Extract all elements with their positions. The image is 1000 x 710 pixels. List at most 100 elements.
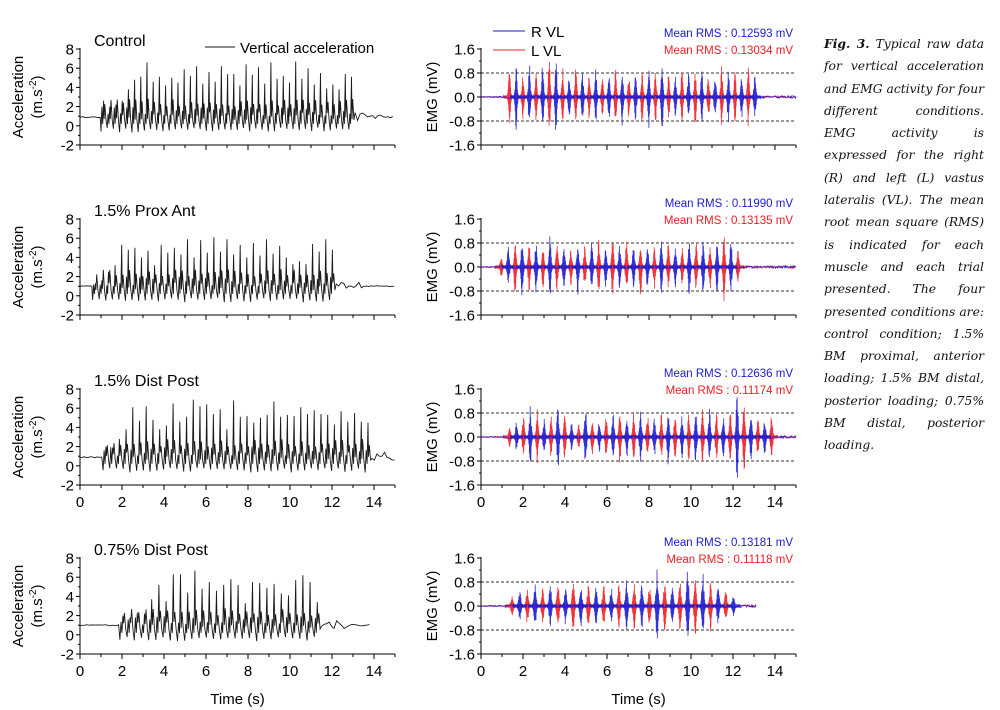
y-tick-label: 0 [66, 458, 74, 475]
x-tick-label: 6 [603, 494, 611, 511]
y-tick-label: -0.8 [449, 114, 475, 131]
y-tick-label: 0 [66, 288, 74, 305]
x-tick-label: 14 [767, 663, 784, 680]
y-tick-label: 6 [66, 61, 74, 78]
acceleration-trace [79, 399, 395, 473]
y-tick-label: 1.6 [454, 551, 475, 568]
rms-l-vl-label: Mean RMS : 0.13034 mV [664, 45, 793, 57]
y-tick-label: -2 [61, 647, 74, 664]
r-vl-trace [480, 63, 797, 130]
acceleration-trace [79, 61, 394, 133]
y-tick-label: -1.6 [449, 647, 475, 664]
y-tick-label: 2 [66, 608, 74, 625]
y-tick-label: -0.8 [449, 454, 475, 471]
panel-title: Control [94, 33, 146, 50]
rms-r-vl-label: Mean RMS : 0.11990 mV [665, 198, 794, 210]
r-vl-trace [480, 236, 796, 296]
y-tick-label: 0.8 [454, 575, 475, 592]
panel-acceleration-2: -2 0 2 4 6 8 Acceleration (m.s-2) 1.5% Prox Ant [10, 203, 396, 325]
y-tick-label: 4 [66, 250, 74, 267]
l-vl-trace [481, 237, 796, 302]
y-tick-label: 0 [66, 118, 74, 135]
y-axis-label: Acceleration [10, 226, 27, 309]
x-tick-label: 6 [202, 663, 210, 680]
caption-text: Typical raw data for vertical accelerati… [824, 37, 984, 453]
y-axis-label: Acceleration [10, 56, 27, 139]
x-tick-label: 2 [519, 663, 527, 680]
panel-emg-2: -1.6 -0.8 0.0 0.8 1.6 EMG (mV) Mean RMS : 0.11… [424, 198, 797, 325]
acceleration-trace [79, 570, 370, 642]
panel-emg-3: -1.6 -0.8 0.0 0.8 1.6 0 2 4 6 8 10 12 14 EMG (mV) Mean… [424, 368, 797, 511]
panel-title: 1.5% Prox Ant [94, 203, 196, 220]
y-tick-label: -2 [61, 308, 74, 325]
y-tick-label: -1.6 [449, 138, 475, 155]
y-tick-label: 4 [66, 589, 74, 606]
legend-label-l-vl: L VL [531, 43, 561, 60]
x-tick-label: 2 [118, 494, 126, 511]
y-tick-label: -1.6 [449, 308, 475, 325]
y-tick-label: 8 [66, 382, 74, 399]
acceleration-trace [79, 237, 395, 303]
rms-l-vl-label: Mean RMS : 0.11118 mV [666, 554, 793, 566]
y-tick-label: 0.0 [454, 599, 475, 616]
x-tick-label: 4 [561, 663, 569, 680]
x-axis-label: Time (s) [210, 691, 264, 708]
y-axis-label: EMG (mV) [424, 62, 441, 133]
rms-l-vl-label: Mean RMS : 0.13135 mV [664, 215, 793, 227]
rms-r-vl-label: Mean RMS : 0.12593 mV [664, 28, 793, 40]
y-tick-label: 4 [66, 80, 74, 97]
x-axis-label: Time (s) [611, 691, 665, 708]
y-tick-label: 8 [66, 212, 74, 229]
y-tick-label: 6 [66, 231, 74, 248]
caption-label: Fig. 3. [824, 36, 870, 51]
x-tick-label: 0 [76, 663, 84, 680]
y-axis-label-unit: (m.s-2) [28, 75, 46, 118]
x-tick-label: 12 [725, 494, 742, 511]
y-tick-label: 2 [66, 439, 74, 456]
y-tick-label: -0.8 [449, 623, 475, 640]
x-tick-label: 12 [324, 663, 341, 680]
x-tick-label: 6 [603, 663, 611, 680]
x-tick-label: 10 [282, 494, 299, 511]
y-axis-label: Acceleration [10, 396, 27, 479]
y-axis-label-unit: (m.s-2) [28, 415, 46, 458]
y-axis-label: Acceleration [10, 565, 27, 648]
y-tick-label: 0.8 [454, 236, 475, 253]
y-tick-label: 8 [66, 42, 74, 59]
rms-r-vl-label: Mean RMS : 0.12636 mV [664, 368, 793, 380]
y-tick-label: 2 [66, 99, 74, 116]
y-tick-label: 8 [66, 551, 74, 568]
panel-title: 0.75% Dist Post [94, 542, 208, 559]
y-tick-label: -2 [61, 138, 74, 155]
x-tick-label: 14 [366, 663, 383, 680]
x-tick-label: 4 [160, 663, 168, 680]
y-axis-label-unit: (m.s-2) [28, 245, 46, 288]
y-tick-label: -0.8 [449, 284, 475, 301]
x-tick-label: 0 [477, 663, 485, 680]
x-tick-label: 8 [645, 663, 653, 680]
y-axis-label: EMG (mV) [424, 402, 441, 473]
figure-caption: Fig. 3. Typical raw data for vertical ac… [824, 33, 984, 457]
r-vl-trace [480, 397, 797, 478]
y-tick-label: 4 [66, 420, 74, 437]
y-tick-label: 1.6 [454, 212, 475, 229]
x-tick-label: 14 [366, 494, 383, 511]
panel-title: 1.5% Dist Post [94, 373, 199, 390]
x-tick-label: 4 [160, 494, 168, 511]
y-tick-label: 0.8 [454, 406, 475, 423]
x-tick-label: 2 [118, 663, 126, 680]
y-tick-label: 1.6 [454, 382, 475, 399]
r-vl-trace [480, 569, 757, 639]
x-tick-label: 10 [683, 663, 700, 680]
y-tick-label: 6 [66, 401, 74, 418]
rms-l-vl-label: Mean RMS : 0.11174 mV [666, 385, 794, 397]
x-tick-label: 8 [244, 494, 252, 511]
y-tick-label: -2 [61, 478, 74, 495]
x-tick-label: 12 [725, 663, 742, 680]
x-tick-label: 2 [519, 494, 527, 511]
legend-label-r-vl: R VL [531, 24, 564, 41]
y-tick-label: -1.6 [449, 478, 475, 495]
